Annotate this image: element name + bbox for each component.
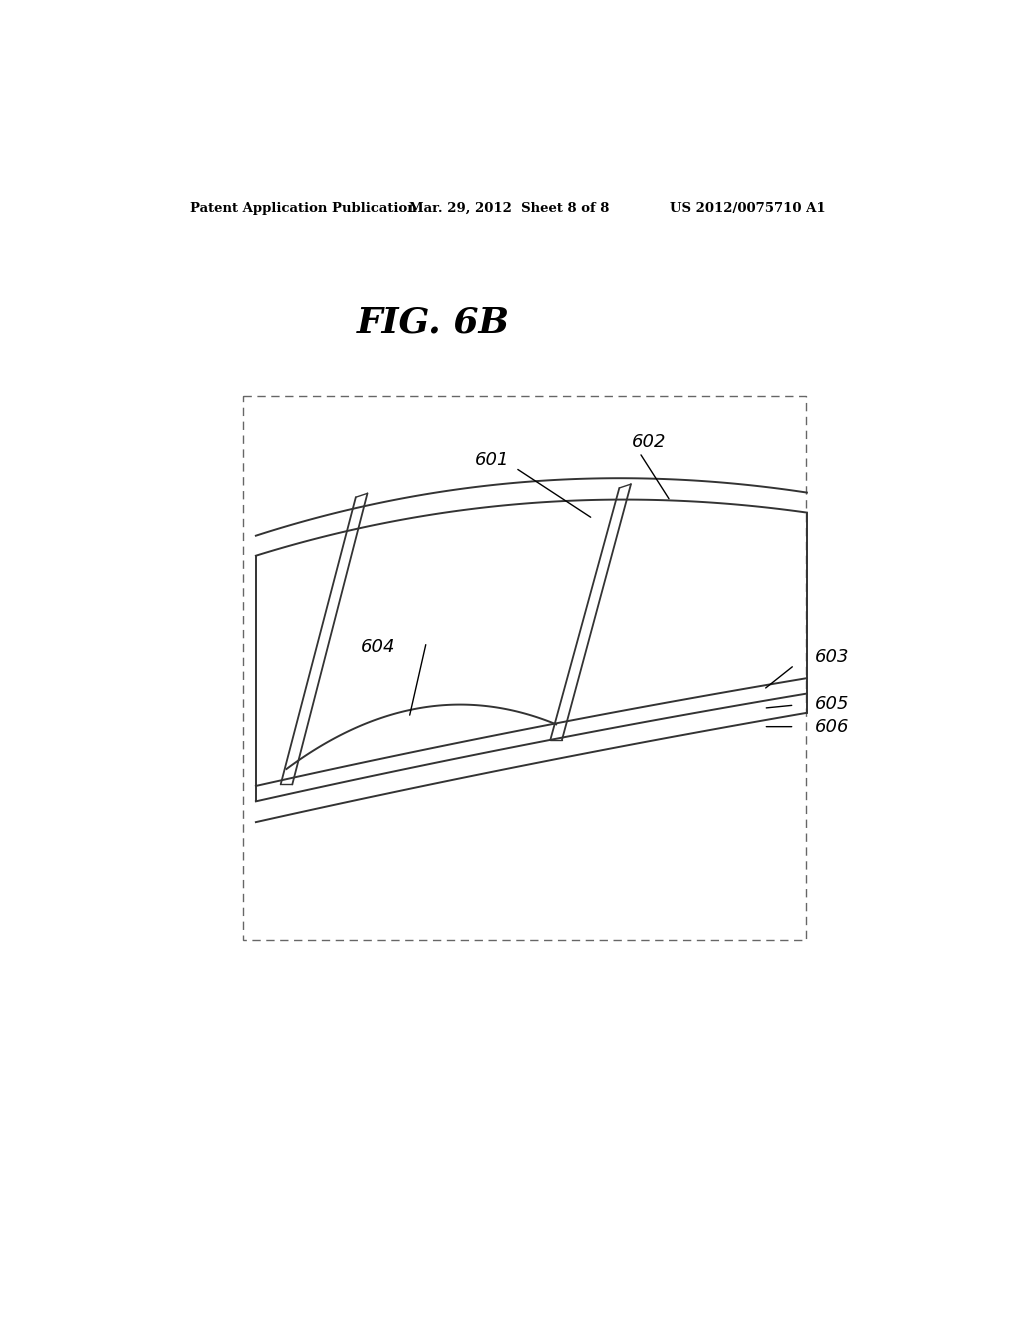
Text: US 2012/0075710 A1: US 2012/0075710 A1 [671, 202, 826, 215]
Text: 606: 606 [815, 718, 849, 735]
Text: Mar. 29, 2012  Sheet 8 of 8: Mar. 29, 2012 Sheet 8 of 8 [409, 202, 609, 215]
Text: 604: 604 [360, 639, 395, 656]
Text: 602: 602 [632, 433, 666, 450]
Text: 603: 603 [815, 648, 849, 667]
Text: Patent Application Publication: Patent Application Publication [190, 202, 417, 215]
Text: FIG. 6B: FIG. 6B [356, 305, 510, 339]
Text: 605: 605 [815, 694, 849, 713]
Text: 601: 601 [475, 451, 510, 469]
